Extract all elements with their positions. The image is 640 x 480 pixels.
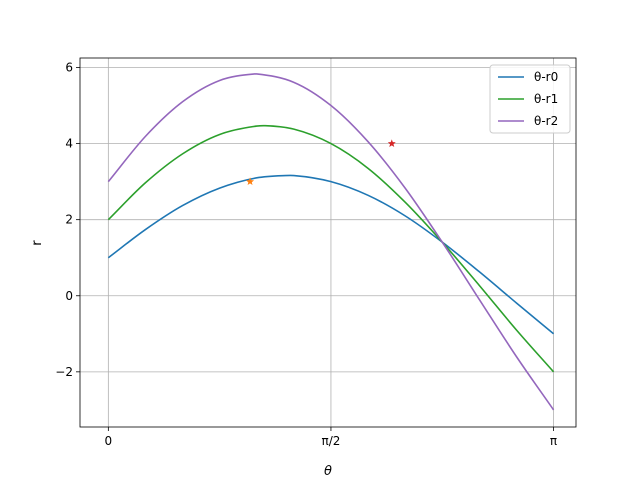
star-marker [387,139,396,147]
x-axis-label: θ [324,464,332,479]
x-tick-label: π [550,434,557,448]
legend-box [489,64,571,134]
legend-label: θ-r1 [534,92,558,106]
legend: θ-r0 θ-r1 θ-r2 [489,64,571,134]
y-tick-label: 0 [65,289,73,303]
series-line-r1 [107,124,555,373]
x-tick-label: 0 [105,434,113,448]
star-marker [246,177,255,186]
x-tick-label: π/2 [321,434,340,448]
series-line-r0 [107,174,555,335]
y-tick-label: 4 [65,137,73,151]
marker-layer [246,139,396,186]
legend-label: θ-r2 [534,114,558,128]
y-tick-label: 2 [65,213,73,227]
y-axis-label: r [30,240,45,246]
plot-frame [79,57,577,428]
y-tick-label: −2 [55,365,73,379]
y-tick-label: 6 [65,61,73,75]
legend-label: θ-r0 [534,70,558,84]
series-layer [107,73,555,411]
series-line-r2 [107,73,555,411]
ticks: 0 π/2 π −2 0 2 4 6 [55,61,557,448]
